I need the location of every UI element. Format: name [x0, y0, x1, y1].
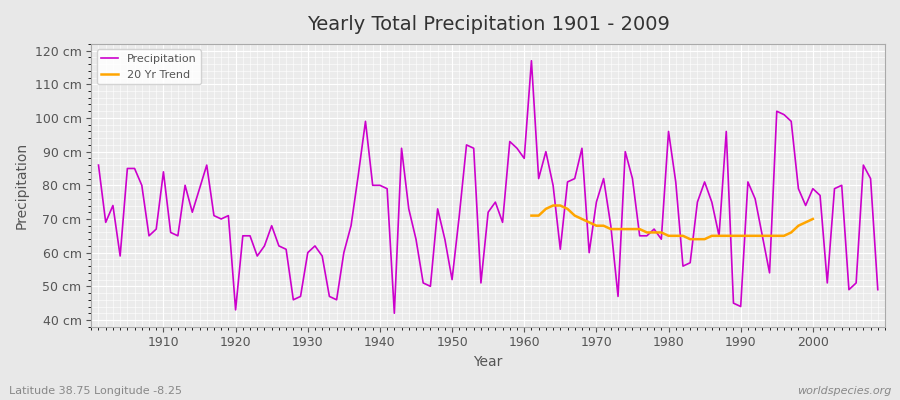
20 Yr Trend	[706, 234, 717, 238]
Precipitation	[620, 149, 631, 154]
20 Yr Trend	[678, 234, 688, 238]
Y-axis label: Precipitation: Precipitation	[15, 142, 29, 229]
20 Yr Trend	[649, 230, 660, 235]
Precipitation	[518, 156, 529, 161]
20 Yr Trend	[634, 227, 645, 232]
20 Yr Trend	[598, 223, 609, 228]
20 Yr Trend	[620, 227, 631, 232]
Line: Precipitation: Precipitation	[98, 61, 878, 313]
Precipitation	[151, 227, 162, 232]
Precipitation	[389, 311, 400, 316]
20 Yr Trend	[663, 234, 674, 238]
20 Yr Trend	[591, 223, 602, 228]
Precipitation	[310, 244, 320, 248]
20 Yr Trend	[771, 234, 782, 238]
20 Yr Trend	[793, 223, 804, 228]
20 Yr Trend	[714, 234, 724, 238]
Title: Yearly Total Precipitation 1901 - 2009: Yearly Total Precipitation 1901 - 2009	[307, 15, 670, 34]
20 Yr Trend	[685, 237, 696, 242]
20 Yr Trend	[757, 234, 768, 238]
20 Yr Trend	[750, 234, 760, 238]
20 Yr Trend	[721, 234, 732, 238]
20 Yr Trend	[570, 213, 580, 218]
Legend: Precipitation, 20 Yr Trend: Precipitation, 20 Yr Trend	[97, 50, 201, 84]
20 Yr Trend	[807, 216, 818, 221]
20 Yr Trend	[526, 213, 536, 218]
20 Yr Trend	[656, 230, 667, 235]
Precipitation	[93, 163, 104, 168]
Text: Latitude 38.75 Longitude -8.25: Latitude 38.75 Longitude -8.25	[9, 386, 182, 396]
20 Yr Trend	[562, 206, 573, 211]
Text: worldspecies.org: worldspecies.org	[796, 386, 891, 396]
Precipitation	[353, 173, 364, 178]
20 Yr Trend	[742, 234, 753, 238]
Line: 20 Yr Trend: 20 Yr Trend	[531, 206, 813, 239]
20 Yr Trend	[735, 234, 746, 238]
20 Yr Trend	[548, 203, 559, 208]
Precipitation	[533, 176, 544, 181]
20 Yr Trend	[786, 230, 796, 235]
20 Yr Trend	[642, 230, 652, 235]
20 Yr Trend	[728, 234, 739, 238]
20 Yr Trend	[778, 234, 789, 238]
20 Yr Trend	[692, 237, 703, 242]
20 Yr Trend	[606, 227, 616, 232]
Precipitation	[872, 287, 883, 292]
20 Yr Trend	[670, 234, 681, 238]
X-axis label: Year: Year	[473, 355, 503, 369]
20 Yr Trend	[627, 227, 638, 232]
20 Yr Trend	[541, 206, 552, 211]
20 Yr Trend	[764, 234, 775, 238]
20 Yr Trend	[584, 220, 595, 225]
20 Yr Trend	[533, 213, 544, 218]
20 Yr Trend	[577, 216, 588, 221]
20 Yr Trend	[555, 203, 566, 208]
20 Yr Trend	[699, 237, 710, 242]
20 Yr Trend	[800, 220, 811, 225]
Precipitation	[526, 58, 536, 63]
20 Yr Trend	[613, 227, 624, 232]
